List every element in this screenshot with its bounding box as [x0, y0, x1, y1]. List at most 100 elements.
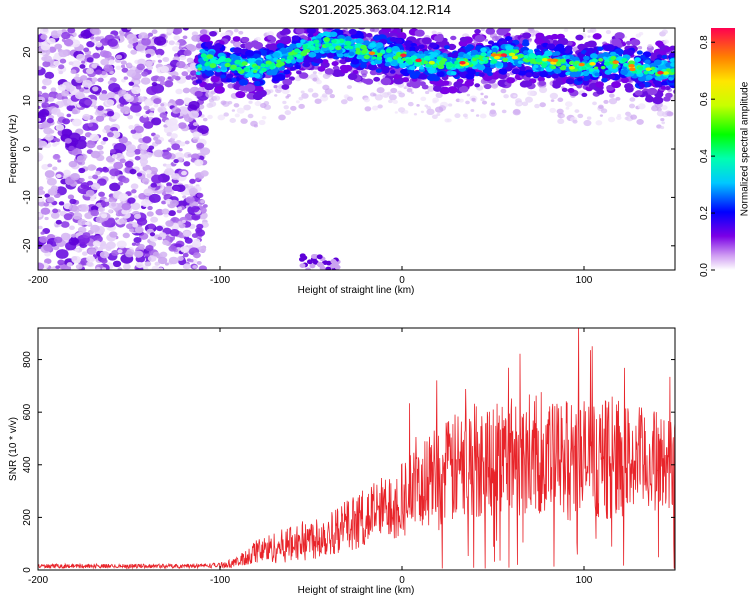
spectrogram-cell — [214, 71, 222, 77]
spectrogram-cell — [634, 90, 643, 96]
spectrogram-x-label: Height of straight line (km) — [298, 285, 415, 296]
spectrogram-cell — [91, 77, 98, 83]
spectrogram-cell — [75, 264, 83, 270]
spectrogram-cell — [150, 75, 159, 82]
spectrogram-peak — [589, 61, 596, 66]
spectrogram-cell — [421, 84, 429, 90]
spectrogram-cell — [121, 208, 129, 215]
spectrogram-cell — [301, 93, 309, 99]
spectrogram-cell — [69, 225, 75, 231]
spectrogram-cell — [470, 109, 475, 113]
spectrogram-cell — [670, 62, 675, 67]
spectrogram-cell — [164, 262, 169, 266]
spectrogram-cell — [44, 258, 52, 265]
spectrogram-cell — [46, 177, 57, 186]
spectrogram-cell — [195, 71, 201, 76]
spectrogram-cell — [92, 240, 101, 247]
spectrogram-cell — [61, 31, 71, 40]
spectrogram-cell — [177, 256, 184, 262]
spectrogram-cell — [312, 71, 317, 75]
spectrogram-cell — [43, 244, 53, 252]
spectrogram-cell — [323, 37, 331, 42]
spectrogram-cell — [603, 99, 609, 104]
spectrogram-cell — [295, 21, 304, 28]
spectrogram-cell — [563, 28, 569, 32]
spectrogram-cell — [111, 154, 118, 159]
spectrogram-cell — [57, 84, 67, 91]
spectrogram-cell — [230, 64, 237, 70]
spectrogram-cell — [134, 226, 144, 234]
spectrogram-cell — [285, 95, 290, 99]
spectrogram-cell — [436, 70, 445, 78]
spectrogram-cell — [381, 28, 391, 34]
spectrogram-cell — [363, 54, 370, 60]
spectrogram-cell — [148, 193, 161, 203]
spectrogram-cell — [155, 208, 164, 216]
spectrogram-cell — [164, 80, 174, 88]
spectrogram-peak — [628, 63, 635, 68]
spectrogram-cell — [530, 33, 535, 37]
spectrogram-cell — [203, 57, 209, 62]
spectrogram-cell — [344, 40, 352, 46]
spectrogram-cell — [89, 197, 95, 202]
spectrogram-cell — [118, 193, 129, 202]
spectrogram-cell — [253, 124, 258, 128]
spectrogram-cell — [182, 35, 188, 40]
spectrogram-cell — [101, 267, 107, 270]
spectrogram-cell — [315, 58, 324, 64]
spectrogram-cell — [185, 75, 192, 80]
spectrogram-cell — [162, 151, 172, 160]
spectrogram-cell — [501, 28, 511, 33]
spectrogram-cell — [254, 101, 262, 107]
spectrogram-cell — [348, 45, 354, 50]
spectrogram-cell — [325, 260, 332, 266]
spectrogram-cell — [196, 223, 204, 230]
spectrogram-cell — [644, 59, 651, 65]
spectrogram-cell — [260, 63, 266, 67]
spectrogram-cell — [47, 163, 53, 168]
spectrogram-cell — [169, 78, 174, 82]
spectrogram-cell — [610, 55, 617, 61]
spectrogram-cell — [133, 237, 142, 244]
spectrogram-cell — [371, 105, 379, 111]
spectrogram-cell — [305, 267, 312, 270]
spectrogram-cell — [189, 178, 196, 184]
spectrogram-cell — [538, 80, 546, 86]
spectrogram-cell — [299, 72, 309, 79]
y-tick-label: 0 — [22, 146, 33, 152]
spectrogram-cell — [133, 148, 141, 155]
spectrogram-cell — [535, 57, 542, 63]
spectrogram-cell — [157, 256, 168, 265]
spectrogram-cell — [525, 72, 533, 78]
spectrogram-cell — [665, 92, 673, 99]
spectrogram-cell — [46, 196, 55, 203]
spectrogram-cell — [369, 92, 376, 97]
spectrogram-cell — [142, 114, 148, 118]
spectrogram-cell — [295, 28, 305, 34]
spectrogram-cell — [541, 64, 547, 69]
spectrogram-cell — [143, 121, 154, 129]
spectrogram-cell — [609, 93, 615, 98]
spectrogram-cell — [106, 241, 116, 249]
spectrogram-cell — [340, 99, 348, 105]
spectrogram-cell — [661, 29, 668, 35]
spectrogram-cell — [169, 99, 174, 103]
spectrogram-cell — [344, 57, 352, 63]
spectrogram-cell — [55, 265, 60, 270]
spectrogram-cell — [127, 197, 136, 204]
spectrogram-cell — [126, 69, 137, 77]
spectrogram-cell — [326, 52, 335, 59]
spectrogram-cell — [376, 87, 385, 94]
spectrogram-cell — [119, 158, 126, 164]
spectrogram-cell — [38, 90, 43, 96]
spectrogram-cell — [47, 38, 56, 45]
colorbar-tick-label: 0.4 — [699, 149, 710, 163]
spectrogram-cell — [40, 34, 48, 40]
spectrogram-cell — [670, 68, 675, 73]
spectrogram-peak — [415, 58, 422, 63]
spectrogram-cell — [146, 169, 152, 174]
spectrogram-cell — [137, 58, 146, 66]
spectrogram-peak — [657, 70, 664, 75]
spectrogram-cell — [64, 138, 72, 144]
spectrogram-cell — [597, 46, 604, 51]
